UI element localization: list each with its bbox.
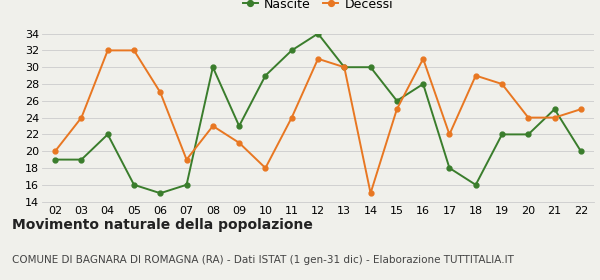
Nascite — [288, 49, 295, 52]
Nascite — [419, 82, 427, 86]
Decessi — [472, 74, 479, 77]
Line: Nascite: Nascite — [53, 31, 583, 196]
Nascite — [236, 124, 243, 128]
Line: Decessi: Decessi — [53, 48, 583, 196]
Decessi — [524, 116, 532, 119]
Decessi — [314, 57, 322, 60]
Decessi — [52, 150, 59, 153]
Decessi — [104, 49, 112, 52]
Nascite — [157, 192, 164, 195]
Text: COMUNE DI BAGNARA DI ROMAGNA (RA) - Dati ISTAT (1 gen-31 dic) - Elaborazione TUT: COMUNE DI BAGNARA DI ROMAGNA (RA) - Dati… — [12, 255, 514, 265]
Nascite — [314, 32, 322, 35]
Nascite — [130, 183, 137, 186]
Decessi — [288, 116, 295, 119]
Nascite — [78, 158, 85, 161]
Nascite — [52, 158, 59, 161]
Decessi — [262, 166, 269, 170]
Decessi — [393, 108, 400, 111]
Nascite — [446, 166, 453, 170]
Nascite — [577, 150, 584, 153]
Nascite — [209, 66, 217, 69]
Decessi — [341, 66, 348, 69]
Decessi — [209, 124, 217, 128]
Nascite — [551, 108, 558, 111]
Decessi — [183, 158, 190, 161]
Nascite — [183, 183, 190, 186]
Decessi — [78, 116, 85, 119]
Decessi — [130, 49, 137, 52]
Legend: Nascite, Decessi: Nascite, Decessi — [238, 0, 398, 16]
Nascite — [499, 133, 506, 136]
Nascite — [104, 133, 112, 136]
Decessi — [577, 108, 584, 111]
Decessi — [446, 133, 453, 136]
Decessi — [236, 141, 243, 144]
Decessi — [367, 192, 374, 195]
Nascite — [472, 183, 479, 186]
Text: Movimento naturale della popolazione: Movimento naturale della popolazione — [12, 218, 313, 232]
Nascite — [341, 66, 348, 69]
Nascite — [393, 99, 400, 102]
Nascite — [367, 66, 374, 69]
Nascite — [524, 133, 532, 136]
Nascite — [262, 74, 269, 77]
Decessi — [419, 57, 427, 60]
Decessi — [157, 91, 164, 94]
Decessi — [499, 82, 506, 86]
Decessi — [551, 116, 558, 119]
